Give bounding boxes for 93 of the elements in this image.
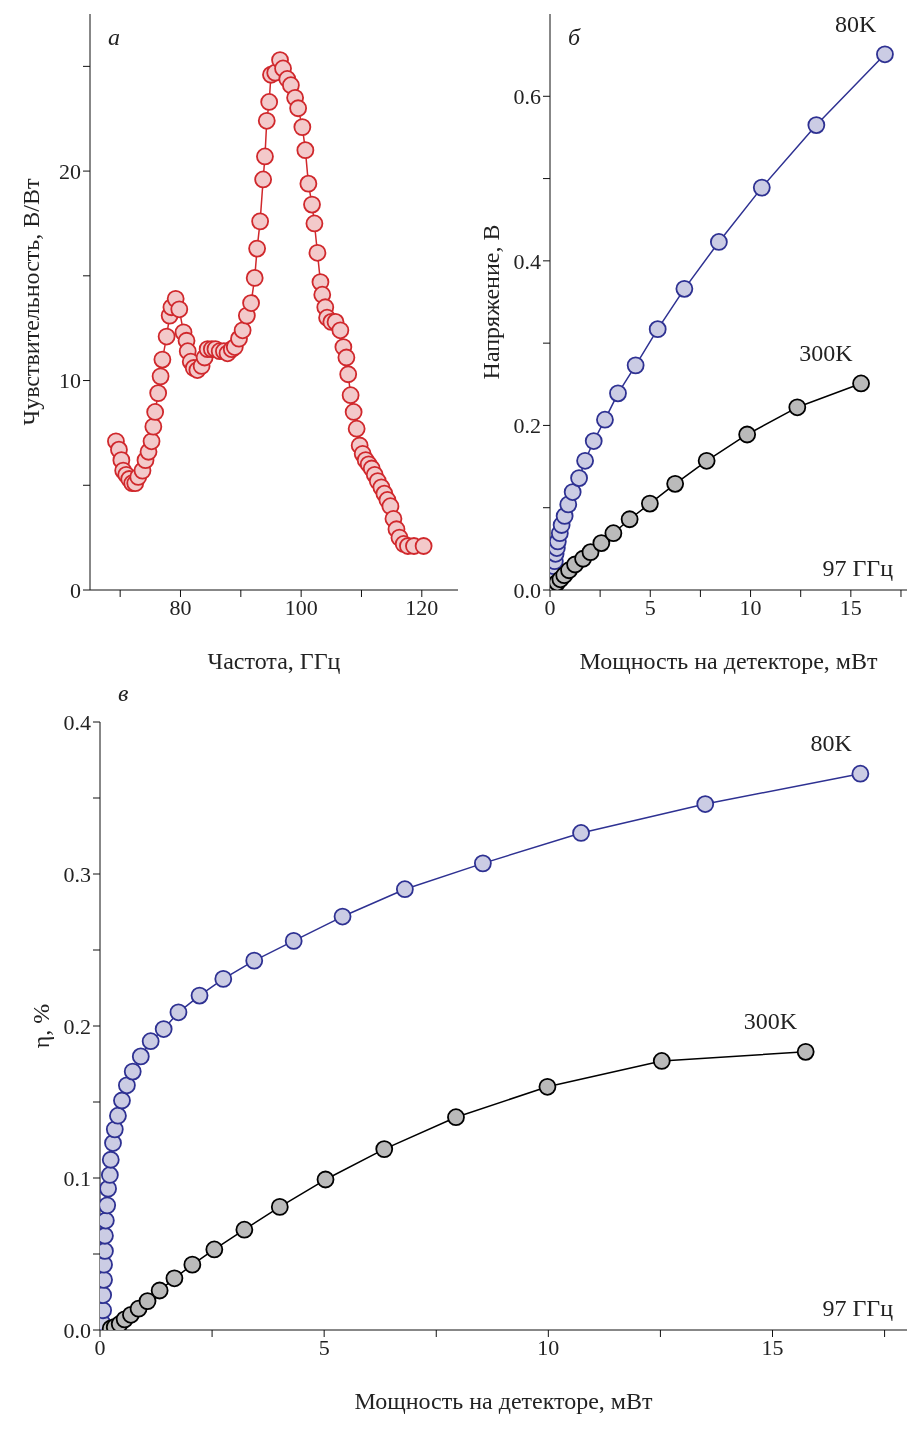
x-tick-label: 120 — [405, 594, 439, 620]
point — [109, 1106, 127, 1125]
annotation: 97 ГГц — [822, 1295, 893, 1322]
point — [570, 469, 588, 487]
point — [101, 1150, 120, 1169]
series-label: 80K — [835, 10, 878, 37]
point — [100, 1196, 117, 1215]
point — [154, 1020, 173, 1038]
point — [165, 1269, 184, 1288]
point — [316, 1170, 335, 1189]
x-tick-label: 5 — [644, 594, 656, 620]
point — [205, 1240, 224, 1259]
point — [696, 795, 715, 813]
point — [131, 1047, 150, 1066]
y-tick-label: 0.0 — [63, 1317, 91, 1343]
x-tick-label: 15 — [761, 1334, 784, 1360]
y-axis-title: Чувствительность, В/Вт — [17, 178, 44, 426]
y-axis-title: η, % — [27, 1003, 54, 1049]
point — [788, 398, 807, 417]
point — [609, 384, 627, 403]
point — [620, 510, 639, 529]
x-tick-label: 5 — [318, 1334, 330, 1360]
point — [576, 451, 594, 470]
x-tick-label: 100 — [284, 594, 318, 620]
point — [150, 1281, 169, 1300]
point — [100, 1166, 119, 1184]
y-tick-label: 10 — [59, 368, 81, 394]
point — [709, 233, 728, 251]
point — [141, 1032, 160, 1051]
point — [284, 931, 303, 950]
point — [572, 824, 590, 842]
x-tick-label: 15 — [839, 594, 862, 620]
point — [851, 764, 870, 783]
x-tick-label: 10 — [537, 1334, 560, 1360]
point — [375, 1140, 394, 1159]
x-axis-title: Мощность на детекторе, мВт — [354, 1388, 654, 1415]
point — [852, 374, 870, 393]
y-tick-label: 0.2 — [513, 413, 541, 439]
y-tick-label: 0.6 — [513, 84, 541, 110]
point — [626, 356, 645, 375]
y-tick-label: 0.0 — [513, 577, 541, 603]
point — [640, 494, 659, 513]
point — [169, 1003, 188, 1022]
point — [100, 1179, 117, 1198]
point — [648, 320, 667, 339]
point — [538, 1077, 557, 1096]
chart-title: б — [568, 24, 581, 51]
point — [333, 907, 352, 926]
point — [183, 1255, 202, 1274]
point — [604, 524, 623, 543]
point — [123, 1062, 142, 1081]
point — [395, 880, 414, 899]
point — [675, 279, 694, 298]
y-tick-label: 0.2 — [63, 1013, 91, 1039]
point — [807, 116, 826, 134]
point — [752, 178, 771, 197]
point — [235, 1220, 254, 1239]
point — [270, 1197, 289, 1216]
y-axis-title: Напряжение, В — [477, 224, 504, 380]
point — [563, 483, 582, 501]
point — [596, 410, 614, 429]
y-tick-label: 0.3 — [63, 861, 91, 887]
x-tick-label: 10 — [739, 594, 762, 620]
chart-title: а — [108, 24, 120, 51]
point — [652, 1052, 671, 1070]
annotation: 97 ГГц — [822, 555, 893, 582]
point — [214, 969, 233, 988]
x-axis-title: Мощность на детекторе, мВт — [579, 648, 879, 675]
y-tick-label: 0 — [70, 577, 81, 603]
y-tick-label: 0.4 — [63, 709, 91, 735]
series-label: 80K — [810, 730, 853, 757]
x-tick-label: 80 — [169, 594, 192, 620]
point — [473, 854, 492, 873]
point — [113, 1091, 131, 1110]
point — [796, 1042, 815, 1061]
point — [447, 1108, 465, 1127]
point — [190, 986, 209, 1005]
x-axis-title: Частота, ГГц — [207, 648, 341, 675]
chart-title: в — [118, 680, 129, 707]
y-tick-label: 0.4 — [513, 248, 541, 274]
point — [592, 534, 611, 552]
point — [245, 951, 264, 970]
point — [738, 425, 757, 444]
point — [666, 474, 685, 493]
point — [584, 432, 603, 450]
y-tick-label: 20 — [59, 158, 81, 184]
point — [138, 1292, 157, 1311]
point — [697, 451, 716, 470]
point — [118, 1076, 136, 1095]
point — [876, 45, 894, 64]
y-tick-label: 0.1 — [63, 1165, 91, 1191]
series-label: 300K — [799, 339, 854, 366]
series-label: 300K — [743, 1008, 798, 1035]
